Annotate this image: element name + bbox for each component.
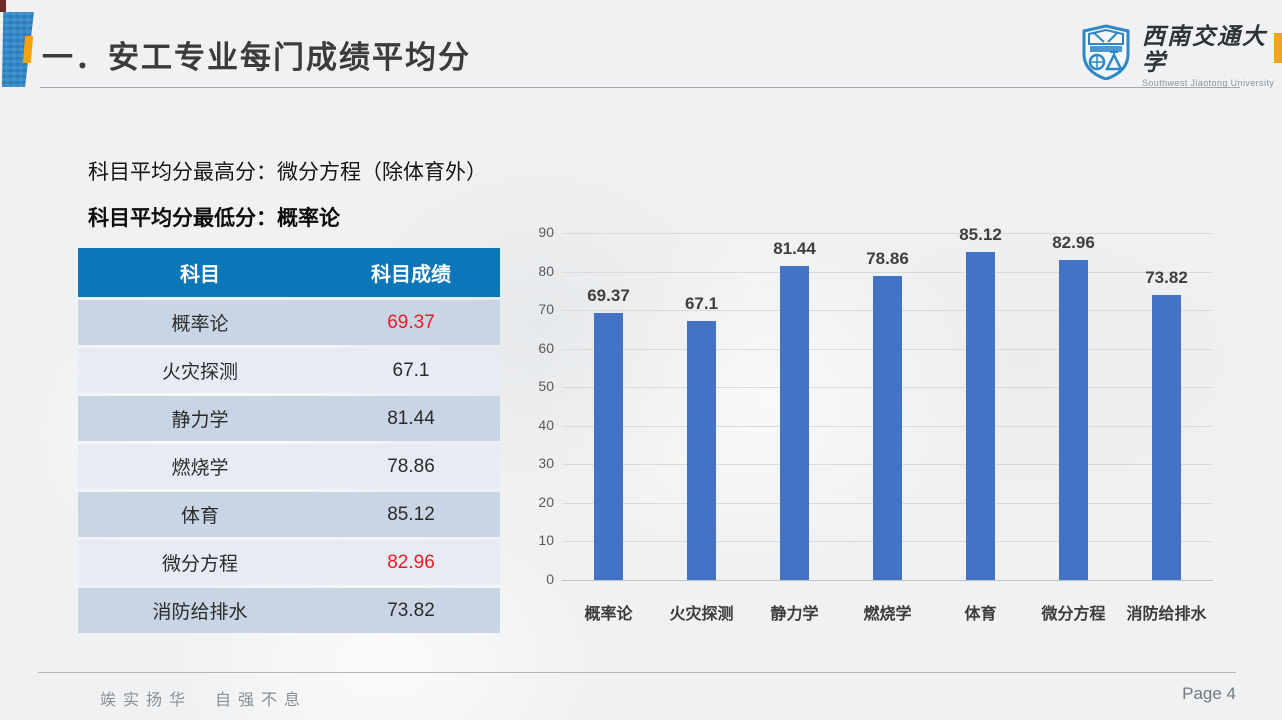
bar-data-label: 85.12 <box>959 224 1002 244</box>
bar-data-label: 82.96 <box>1052 233 1095 253</box>
subject-cell: 体育 <box>180 506 219 527</box>
chart-x-axis-line <box>562 580 1213 581</box>
university-shield-icon <box>1080 24 1132 80</box>
x-axis-category-label: 静力学 <box>770 606 819 623</box>
table-row: 微分方程 82.96 <box>78 540 500 585</box>
y-axis-tick-label: 30 <box>538 455 554 472</box>
title-divider <box>40 87 1240 88</box>
score-cell: 85.12 <box>387 503 435 525</box>
y-axis-tick-label: 60 <box>538 339 554 356</box>
y-axis-tick-label: 80 <box>538 262 554 279</box>
subject-cell: 消防给排水 <box>152 602 248 623</box>
table-row: 体育 85.12 <box>78 492 500 537</box>
score-cell: 78.86 <box>387 455 435 477</box>
title-orange-deco-shape <box>22 36 34 63</box>
chart-bar <box>1152 295 1181 580</box>
table-header-row: 科目 科目成绩 <box>78 248 500 297</box>
subject-cell: 燃烧学 <box>171 458 229 479</box>
table-row: 概率论 69.37 <box>78 300 500 345</box>
footer-motto: 竢实扬华 自强不息 <box>100 692 308 709</box>
y-axis-tick-label: 0 <box>546 571 554 587</box>
y-axis-tick-label: 20 <box>538 493 554 510</box>
y-axis-tick-label: 90 <box>538 224 554 240</box>
subject-cell: 火灾探测 <box>161 362 238 383</box>
bar-data-label: 73.82 <box>1145 268 1188 288</box>
score-cell: 69.37 <box>387 311 435 333</box>
highest-average-line: 科目平均分最高分：微分方程（除体育外） <box>88 161 487 184</box>
right-edge-accent-shape <box>1274 33 1282 63</box>
page-title: 一．安工专业每门成绩平均分 <box>42 40 471 76</box>
chart-bar <box>873 275 902 580</box>
bar-data-label: 78.86 <box>866 248 909 268</box>
chart-gridline <box>562 233 1213 234</box>
average-score-bar-chart: 0 10 20 30 40 50 60 70 80 90 69.37 概率论 67.1 火灾探测 81.44… <box>520 224 1235 625</box>
table-body: 概率论 69.37 火灾探测 67.1 静力学 81.44 燃烧学 78.86 体育 85.12 微… <box>78 300 500 633</box>
x-axis-category-label: 燃烧学 <box>863 606 912 623</box>
y-axis-tick-label: 70 <box>538 301 554 318</box>
subject-column-header: 科目 <box>180 264 220 286</box>
corner-accent-shape <box>0 0 6 12</box>
score-cell: 73.82 <box>387 599 435 621</box>
x-axis-category-label: 概率论 <box>584 606 633 623</box>
bar-data-label: 81.44 <box>773 239 816 258</box>
university-name-en: Southwest Jiaotong University <box>1142 78 1275 88</box>
x-axis-category-label: 体育 <box>964 606 997 623</box>
bar-data-label: 67.1 <box>684 294 719 314</box>
table-row: 燃烧学 78.86 <box>78 444 500 489</box>
footer-divider <box>38 672 1236 673</box>
x-axis-category-label: 微分方程 <box>1041 606 1106 623</box>
lowest-average-line: 科目平均分最低分：概率论 <box>88 207 340 230</box>
score-cell: 67.1 <box>392 359 430 381</box>
university-logo: 西南交通大学 Southwest Jiaotong University <box>1080 24 1282 88</box>
chart-bar <box>687 321 716 580</box>
table-row: 火灾探测 67.1 <box>78 348 500 393</box>
table-row: 静力学 81.44 <box>78 396 500 441</box>
score-cell: 82.96 <box>387 551 435 573</box>
score-cell: 81.44 <box>387 407 435 429</box>
university-name-cn: 西南交通大学 <box>1142 23 1267 76</box>
chart-bar <box>780 266 809 580</box>
subject-cell: 微分方程 <box>161 554 238 575</box>
chart-plot-area: 0 10 20 30 40 50 60 70 80 90 69.37 概率论 67.1 火灾探测 81.44… <box>538 224 1213 623</box>
chart-gridline <box>562 271 1213 273</box>
university-logo-text: 西南交通大学 Southwest Jiaotong University <box>1142 23 1282 89</box>
chart-bar <box>1059 260 1088 580</box>
table-row: 消防给排水 73.82 <box>78 588 500 633</box>
y-axis-tick-label: 50 <box>538 378 554 395</box>
chart-bar <box>594 312 623 580</box>
x-axis-category-label: 火灾探测 <box>669 606 734 623</box>
subject-cell: 概率论 <box>171 314 229 335</box>
score-column-header: 科目成绩 <box>371 264 451 286</box>
bar-data-label: 69.37 <box>587 285 630 305</box>
y-axis-tick-label: 10 <box>538 532 554 549</box>
x-axis-category-label: 消防给排水 <box>1126 606 1207 623</box>
subject-cell: 静力学 <box>171 410 229 431</box>
y-axis-tick-label: 40 <box>538 416 554 433</box>
chart-bar <box>966 251 995 580</box>
score-table: 科目 科目成绩 概率论 69.37 火灾探测 67.1 静力学 81.44 燃烧学 78.86… <box>78 248 500 633</box>
page-number: Page 4 <box>1182 684 1236 703</box>
